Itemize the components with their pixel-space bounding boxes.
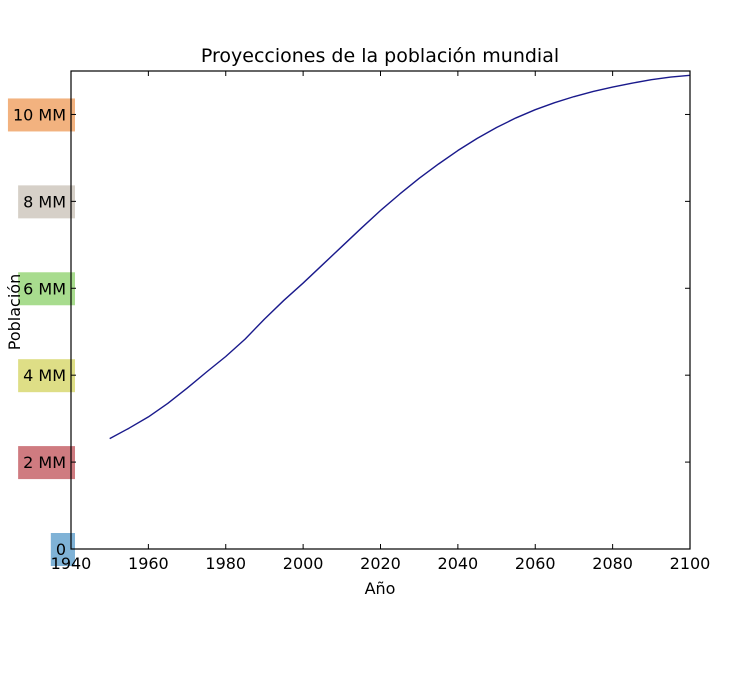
y-tick-label: 8 MM xyxy=(23,192,66,211)
x-tick-label: 1980 xyxy=(205,554,246,573)
x-tick-label: 2060 xyxy=(515,554,556,573)
x-tick-label: 2040 xyxy=(438,554,479,573)
chart-title: Proyecciones de la población mundial xyxy=(201,45,559,67)
y-tick-label-highlight xyxy=(7,98,75,132)
y-tick-label: 0 xyxy=(56,540,66,559)
y-tick-label-highlight xyxy=(18,359,75,393)
y-tick-label: 4 MM xyxy=(23,366,66,385)
y-axis-label: Población xyxy=(5,274,24,350)
x-tick-label: 1940 xyxy=(51,554,92,573)
y-tick-label-highlight xyxy=(18,272,75,306)
x-axis-label: Año xyxy=(365,579,396,598)
x-tick-label: 2100 xyxy=(670,554,711,573)
y-tick-label-highlight xyxy=(18,446,75,480)
y-tick-label-backgrounds xyxy=(7,98,75,566)
y-tick-label: 2 MM xyxy=(23,453,66,472)
x-axis-ticks: 1940 1960 1980 2000 2020 2040 2060 2080 2100 xyxy=(51,71,711,573)
series-layer xyxy=(109,74,691,440)
y-tick-label: 6 MM xyxy=(23,279,66,298)
y-tick-label: 10 MM xyxy=(13,105,66,124)
y-tick-label-highlight xyxy=(18,185,75,219)
x-tick-label: 2020 xyxy=(360,554,401,573)
series-line xyxy=(109,74,691,440)
x-tick-label: 2080 xyxy=(592,554,633,573)
x-tick-label: 2000 xyxy=(283,554,324,573)
x-tick-label: 1960 xyxy=(128,554,169,573)
y-axis-ticks: 0 2 MM 4 MM 6 MM 8 MM 10 MM xyxy=(13,105,690,559)
